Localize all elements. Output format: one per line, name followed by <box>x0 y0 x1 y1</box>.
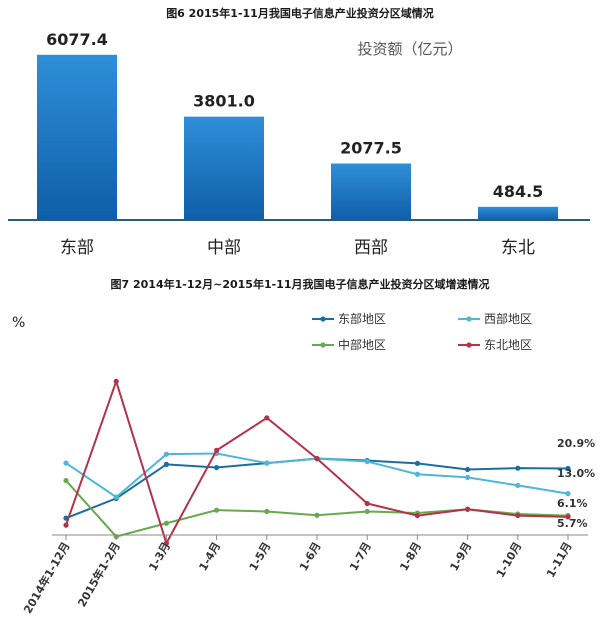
series-point <box>214 507 220 513</box>
legend-label: 中部地区 <box>338 337 386 352</box>
x-tick-label: 1-3月 <box>146 540 173 573</box>
bar-4 <box>478 206 558 220</box>
x-tick-label: 1-7月 <box>347 540 374 573</box>
bar-1 <box>37 54 117 220</box>
x-tick-label: 1-8月 <box>397 540 424 573</box>
series-line-3 <box>65 479 569 538</box>
series-point <box>163 451 169 457</box>
series-line-4 <box>65 378 569 546</box>
bar-3 <box>331 163 411 220</box>
x-tick-label: 1-10月 <box>494 540 525 580</box>
end-value-label: 13.0% <box>557 467 595 480</box>
series-point <box>113 378 119 384</box>
series-point <box>465 474 471 481</box>
bar-category-label: 东北 <box>501 238 535 258</box>
series-point <box>264 508 270 515</box>
series-point <box>163 461 169 467</box>
bar-chart: 图6 2015年1-11月我国电子信息产业投资分区域情况 投资额（亿元） 607… <box>8 6 590 258</box>
end-value-label: 20.9% <box>557 437 595 450</box>
series-point <box>113 494 119 500</box>
series-point <box>163 540 169 546</box>
series-point <box>465 466 471 473</box>
series-point <box>163 520 169 526</box>
unit-label: 投资额（亿元） <box>357 40 462 58</box>
series-point <box>314 512 320 518</box>
bar-chart-title: 图6 2015年1-11月我国电子信息产业投资分区域情况 <box>166 6 434 20</box>
legend-marker <box>466 342 472 348</box>
legend-marker <box>466 316 472 322</box>
x-tick-label: 1-6月 <box>297 540 324 573</box>
series-point <box>63 460 69 466</box>
series-point <box>364 508 370 515</box>
series-point <box>63 522 69 528</box>
series-point <box>515 512 521 519</box>
series-line-1 <box>65 457 569 520</box>
series-point <box>214 464 220 471</box>
series-point <box>414 471 420 477</box>
series-point <box>515 482 521 488</box>
legend-label: 西部地区 <box>484 311 532 326</box>
series-point <box>364 500 370 507</box>
series-point <box>364 458 370 465</box>
x-tick-label: 1-4月 <box>197 540 224 573</box>
x-tick-label: 2014年1-12月 <box>20 540 72 616</box>
legend-marker <box>320 342 326 348</box>
series-point <box>565 465 571 472</box>
legend-label: 东北地区 <box>484 338 532 352</box>
series-point <box>565 514 571 520</box>
x-tick-label: 1-9月 <box>448 540 475 573</box>
series-point <box>214 447 220 453</box>
x-tick-label: 1-11月 <box>544 540 575 580</box>
series-point <box>264 415 270 421</box>
x-tick-label: 1-5月 <box>247 540 274 573</box>
line-chart: 图7 2014年1-12月~2015年1-11月我国电子信息产业投资分区域增速情… <box>12 277 595 616</box>
legend-marker <box>320 316 326 322</box>
series-point <box>264 460 270 466</box>
end-value-label: 5.7% <box>557 517 588 530</box>
series-point <box>314 456 320 462</box>
bar-value-label: 484.5 <box>493 182 544 201</box>
legend-label: 东部地区 <box>338 311 386 326</box>
x-tick-label: 2015年1-2月 <box>74 540 122 610</box>
bar-category-label: 东部 <box>60 238 94 258</box>
bar-2 <box>184 116 264 220</box>
bar-value-label: 6077.4 <box>46 30 108 49</box>
end-value-label: 6.1% <box>557 497 588 510</box>
line-chart-title: 图7 2014年1-12月~2015年1-11月我国电子信息产业投资分区域增速情… <box>111 277 490 291</box>
bar-value-label: 3801.0 <box>193 92 255 111</box>
bar-category-label: 中部 <box>207 238 241 258</box>
series-point <box>414 512 420 519</box>
series-point <box>465 506 471 512</box>
series-point <box>63 477 69 484</box>
bar-value-label: 2077.5 <box>340 139 402 158</box>
series-point <box>414 460 420 467</box>
bar-category-label: 西部 <box>354 238 388 258</box>
series-point <box>515 465 521 471</box>
series-point <box>565 491 571 497</box>
y-axis-unit: % <box>12 315 25 331</box>
